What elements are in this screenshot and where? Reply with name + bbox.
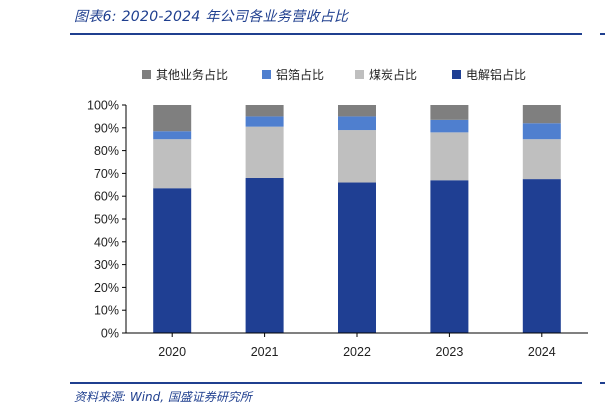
y-tick-label: 80% xyxy=(94,144,119,158)
bar-segment-其他业务占比-2024 xyxy=(522,105,561,124)
legend-swatch xyxy=(355,70,364,79)
bar-segment-煤炭占比-2023 xyxy=(430,132,469,181)
legend-label: 电解铝占比 xyxy=(466,67,526,82)
bar-segment-其他业务占比-2021 xyxy=(245,105,284,117)
legend-swatch xyxy=(142,70,151,79)
bar-segment-煤炭占比-2020 xyxy=(153,139,192,189)
bar-segment-铝箔占比-2021 xyxy=(245,116,284,127)
top-rule-tail xyxy=(600,33,605,35)
legend-label: 其他业务占比 xyxy=(156,67,228,82)
x-tick-label: 2024 xyxy=(528,345,556,359)
y-tick-label: 50% xyxy=(94,213,119,227)
bar-segment-煤炭占比-2022 xyxy=(338,130,376,183)
y-tick-label: 0% xyxy=(101,327,119,341)
y-tick-label: 90% xyxy=(94,121,119,135)
legend-swatch xyxy=(262,70,271,79)
bar-segment-铝箔占比-2023 xyxy=(430,119,469,133)
bar-segment-电解铝占比-2021 xyxy=(245,177,284,333)
bar-segment-电解铝占比-2020 xyxy=(153,188,192,333)
bar-segment-电解铝占比-2024 xyxy=(522,179,561,333)
bar-segment-煤炭占比-2024 xyxy=(522,139,561,180)
x-axis: 2020 2021 2022 2023 2024 xyxy=(126,332,588,359)
legend-label: 铝箔占比 xyxy=(276,67,324,82)
x-tick-label: 2022 xyxy=(343,345,371,359)
top-rule xyxy=(70,33,582,35)
y-tick-label: 70% xyxy=(94,167,119,181)
y-tick-label: 30% xyxy=(94,258,119,272)
bar-segment-铝箔占比-2020 xyxy=(153,131,192,140)
bar-segment-其他业务占比-2022 xyxy=(338,105,376,117)
bottom-rule xyxy=(70,382,582,384)
legend: 其他业务占比 铝箔占比 煤炭占比 电解铝占比 xyxy=(142,67,526,82)
bottom-rule-tail xyxy=(600,382,605,384)
bar-segment-其他业务占比-2023 xyxy=(430,105,469,120)
x-tick-label: 2020 xyxy=(158,345,186,359)
y-tick-label: 100% xyxy=(87,99,119,113)
legend-label: 煤炭占比 xyxy=(369,67,417,82)
bars xyxy=(153,105,561,333)
y-tick-label: 40% xyxy=(94,235,119,249)
bar-segment-电解铝占比-2023 xyxy=(430,180,469,333)
bar-segment-电解铝占比-2022 xyxy=(338,182,376,333)
x-tick-label: 2023 xyxy=(435,345,463,359)
y-tick-label: 20% xyxy=(94,281,119,295)
y-axis: 0% 10% 20% 30% 40% 50% 60% 70% 80% 90% 100% xyxy=(87,99,127,341)
bar-segment-铝箔占比-2022 xyxy=(338,116,376,131)
y-tick-label: 10% xyxy=(94,304,119,318)
bar-segment-铝箔占比-2024 xyxy=(522,123,561,140)
figure-title: 图表6: 2020-2024 年公司各业务营收占比 xyxy=(74,9,349,25)
y-tick-label: 60% xyxy=(94,190,119,204)
stacked-bar-chart: 其他业务占比 铝箔占比 煤炭占比 电解铝占比 0% 10% 20% 30% 40% 50% 60%… xyxy=(87,67,588,359)
x-tick-label: 2021 xyxy=(251,345,279,359)
source-note: 资料来源: Wind, 国盛证券研究所 xyxy=(74,390,252,404)
bar-segment-煤炭占比-2021 xyxy=(245,126,284,178)
legend-swatch xyxy=(452,70,461,79)
bar-segment-其他业务占比-2020 xyxy=(153,105,192,132)
